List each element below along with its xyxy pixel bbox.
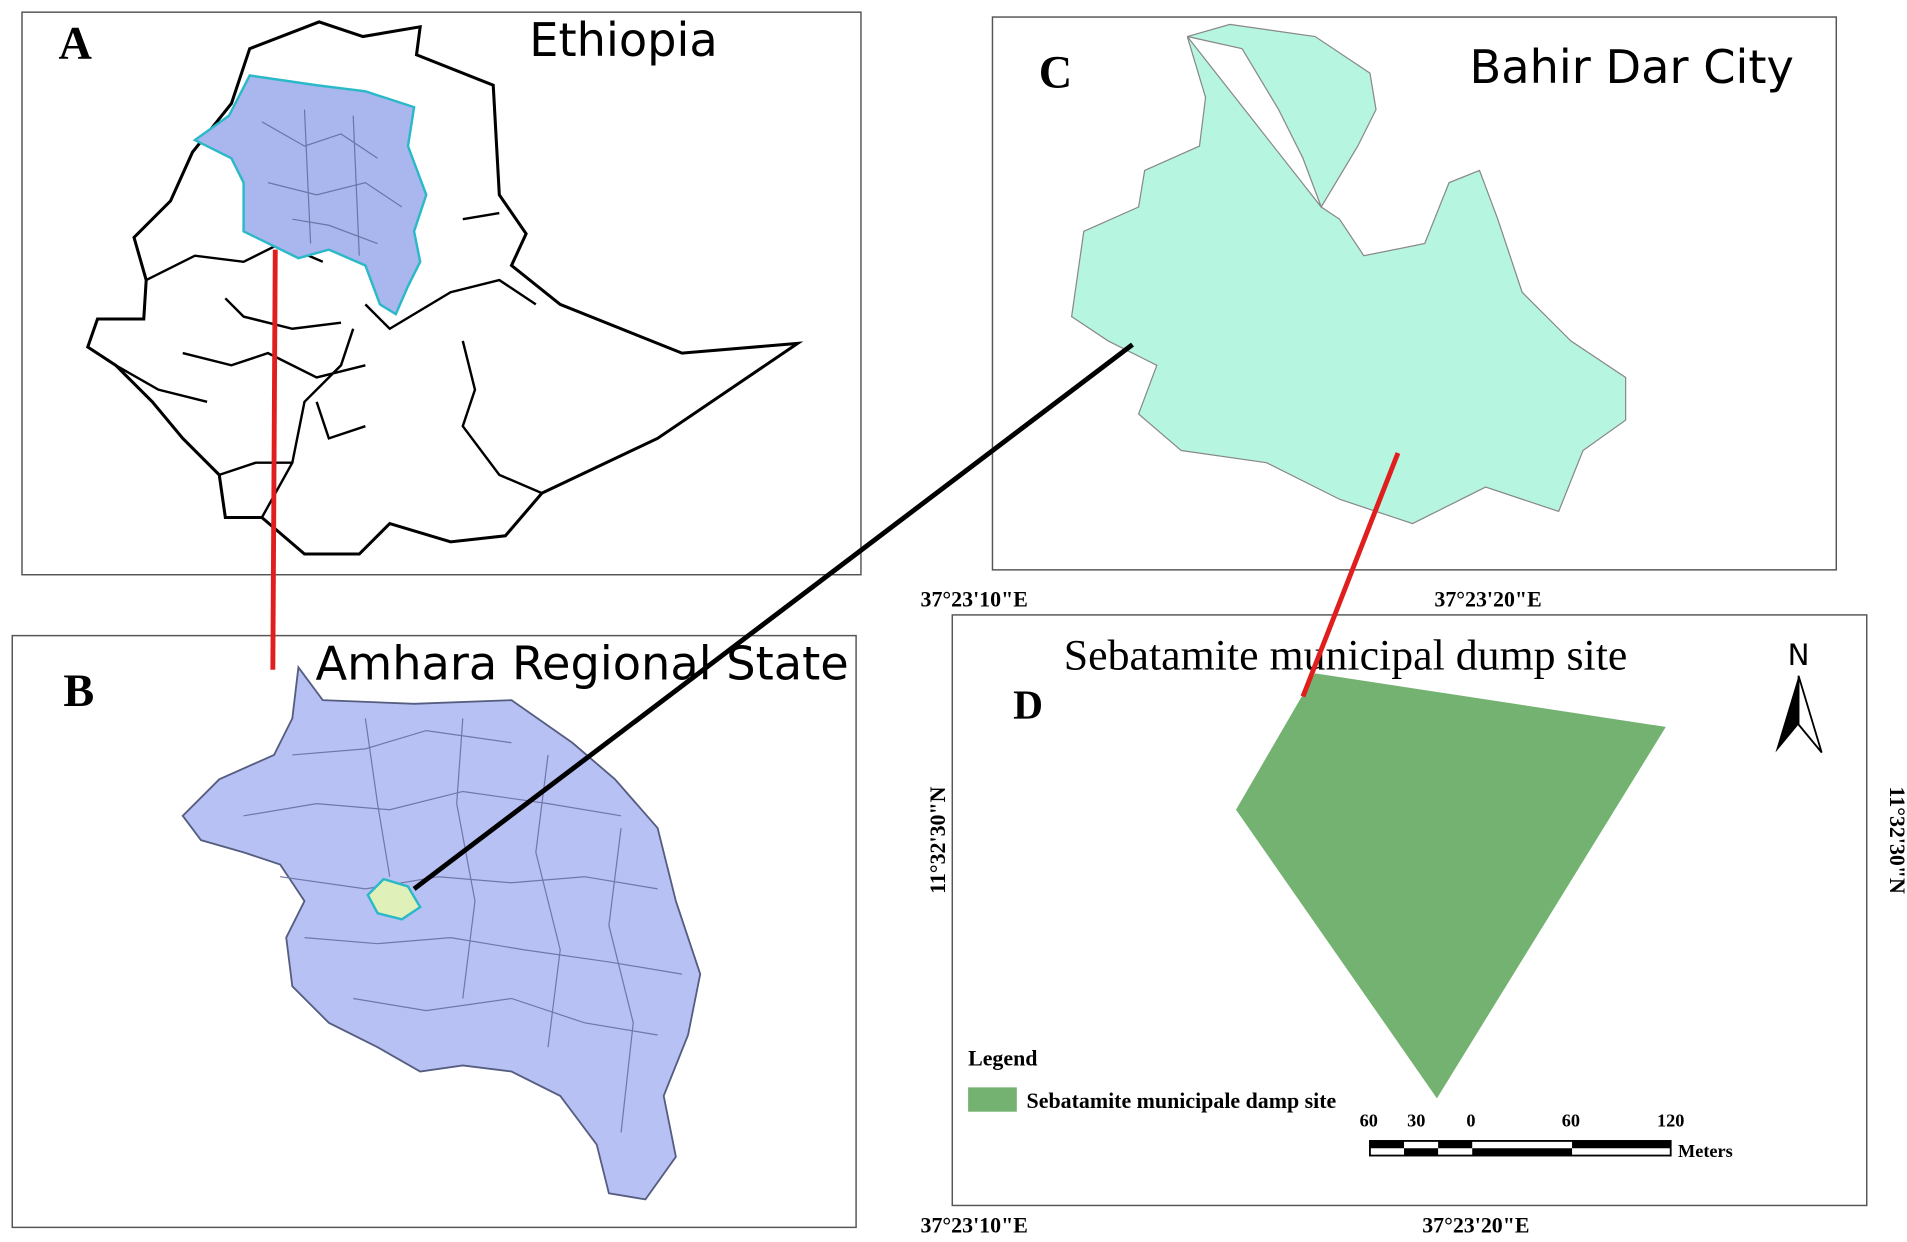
scale-label: 120: [1657, 1110, 1684, 1130]
dump-site: [1235, 673, 1666, 1099]
coordinate-label: 37°23'20"E: [1434, 586, 1541, 611]
panel-label: B: [63, 666, 94, 717]
coordinate-label: 37°23'10"E: [921, 1212, 1028, 1237]
coordinate-label: 11°32'30"N: [1885, 787, 1907, 895]
panel-title: Ethiopia: [529, 13, 717, 67]
panel-title: Bahir Dar City: [1470, 40, 1794, 94]
amhara-highlight: [192, 74, 428, 316]
panel-a-frame: [21, 11, 862, 576]
scale-label: 60: [1562, 1110, 1580, 1130]
scale-bar-segment: [1572, 1140, 1671, 1149]
scale-bar-segment: [1472, 1148, 1573, 1156]
panel-d-frame: [951, 614, 1868, 1207]
connector-line: [1300, 452, 1401, 698]
legend-title: Legend: [968, 1045, 1037, 1070]
panel-label: A: [59, 18, 93, 69]
panel-b-frame: [11, 634, 857, 1229]
scale-label: 0: [1466, 1110, 1475, 1130]
north-arrow: [1797, 675, 1823, 754]
legend-swatch: [968, 1087, 1017, 1112]
scale-bar-segment: [1404, 1148, 1439, 1156]
scale-bar-segment: [1369, 1140, 1405, 1149]
panel-c-frame: [991, 16, 1838, 571]
north-arrow-label: N: [1788, 638, 1810, 672]
connector-line: [270, 249, 278, 670]
scale-unit: Meters: [1678, 1141, 1733, 1161]
coordinate-label: 37°23'10"E: [921, 586, 1028, 611]
panel-title: Sebatamite municipal dump site: [1064, 632, 1628, 680]
north-arrow: [1775, 675, 1799, 753]
bahir-dar-highlight: [366, 877, 422, 921]
connector-line: [412, 342, 1134, 891]
scale-label: 60: [1360, 1110, 1378, 1130]
ethiopia-regions: [115, 211, 543, 519]
bahir-dar-map: [1070, 23, 1627, 525]
scale-label: 30: [1407, 1110, 1425, 1130]
amhara-map: [181, 664, 702, 1201]
panel-label: D: [1013, 681, 1043, 727]
coordinate-label: 11°32'30"N: [925, 786, 950, 894]
amhara-districts: [261, 109, 403, 256]
legend-item: Sebatamite municipale damp site: [1027, 1088, 1337, 1113]
panel-label: C: [1039, 48, 1072, 99]
coordinate-label: 37°23'20"E: [1422, 1212, 1529, 1237]
scale-bar-segment: [1438, 1140, 1473, 1149]
panel-title: Amhara Regional State: [316, 636, 849, 690]
